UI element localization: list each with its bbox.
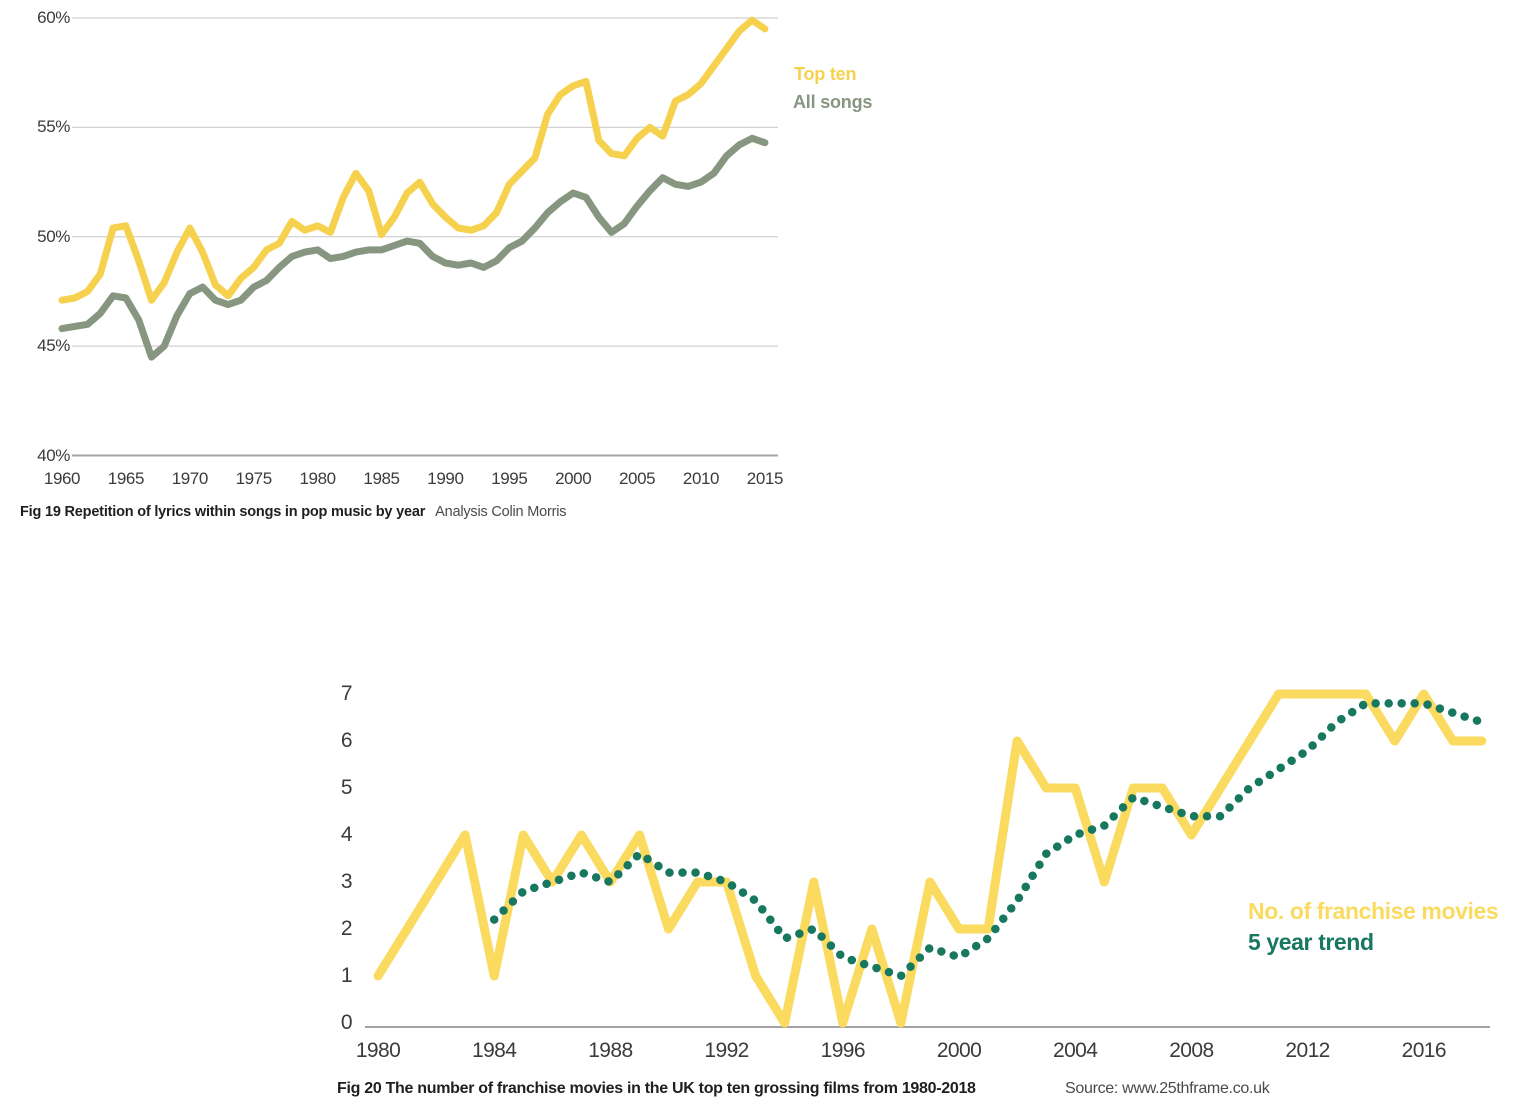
fig20-source-text: Source: www.25thframe.co.uk <box>1065 1080 1270 1097</box>
fig19-xtick-1980: 1980 <box>299 469 336 488</box>
fig20-xtick-2000: 2000 <box>936 1039 982 1062</box>
fig19-xtick-2000: 2000 <box>555 469 592 488</box>
fig19-xtick-1975: 1975 <box>235 469 273 488</box>
fig19-xtick-1970: 1970 <box>171 469 209 488</box>
fig20-xtick-1996: 1996 <box>820 1039 866 1062</box>
fig19-xtick-1990: 1990 <box>427 469 464 488</box>
fig20-xtick-2016: 2016 <box>1401 1039 1447 1062</box>
fig20-legend-franchise-movies: No. of franchise movies <box>1248 898 1499 924</box>
fig19-ytick-45%: 45% <box>37 336 70 356</box>
fig20-ytick-5: 5 <box>340 776 353 799</box>
fig19-caption: Fig 19 Repetition of lyrics within songs… <box>20 504 567 520</box>
fig20-ytick-7: 7 <box>340 682 353 705</box>
fig20-xtick-1992: 1992 <box>704 1039 749 1062</box>
fig19-xtick-2005: 2005 <box>618 469 656 488</box>
fig20-xtick-2008: 2008 <box>1169 1039 1214 1062</box>
fig20-ytick-4: 4 <box>340 823 353 846</box>
fig20-source: Source: www.25thframe.co.uk <box>1065 1080 1270 1098</box>
fig19-caption-credit: Analysis Colin Morris <box>435 504 567 520</box>
fig19-ytick-55%: 55% <box>37 117 70 137</box>
fig20-ytick-2: 2 <box>340 917 353 940</box>
fig19-xtick-2010: 2010 <box>682 469 720 488</box>
fig19-xtick-1995: 1995 <box>491 469 528 488</box>
fig19-caption-title: Fig 19 Repetition of lyrics within songs… <box>20 504 426 520</box>
fig20-caption: Fig 20 The number of franchise movies in… <box>337 1080 976 1098</box>
fig20-xtick-1988: 1988 <box>588 1039 633 1062</box>
fig20-line-franchise-movies <box>373 689 1487 1028</box>
fig19-legend-all-songs: All songs <box>793 92 873 112</box>
fig19-xtick-1985: 1985 <box>363 469 400 488</box>
fig19-ytick-50%: 50% <box>37 226 70 246</box>
fig19-line-top-ten <box>58 16 769 304</box>
fig19-ytick-40%: 40% <box>37 445 70 465</box>
fig20-line-5-year-trend <box>489 699 1487 981</box>
fig20-xtick-1980: 1980 <box>355 1039 401 1062</box>
fig19-xtick-1965: 1965 <box>107 469 145 488</box>
fig20-ytick-3: 3 <box>340 870 353 893</box>
fig19-legend-top-ten: Top ten <box>794 64 857 84</box>
fig20-xtick-2004: 2004 <box>1053 1039 1098 1062</box>
fig20-caption-title: Fig 20 The number of franchise movies in… <box>337 1080 976 1097</box>
fig19-ytick-60%: 60% <box>37 8 70 27</box>
fig19-xtick-2015: 2015 <box>746 469 784 488</box>
fig20-xtick-1984: 1984 <box>472 1039 517 1062</box>
fig19-xtick-1960: 1960 <box>43 469 81 488</box>
fig20-legend-5-year-trend: 5 year trend <box>1248 929 1374 955</box>
fig20-ytick-0: 0 <box>340 1011 353 1034</box>
fig20-xtick-2012: 2012 <box>1285 1039 1330 1062</box>
fig19-line-all-songs <box>58 134 769 361</box>
fig20-ytick-6: 6 <box>340 729 353 752</box>
fig20-ytick-1: 1 <box>340 964 353 987</box>
